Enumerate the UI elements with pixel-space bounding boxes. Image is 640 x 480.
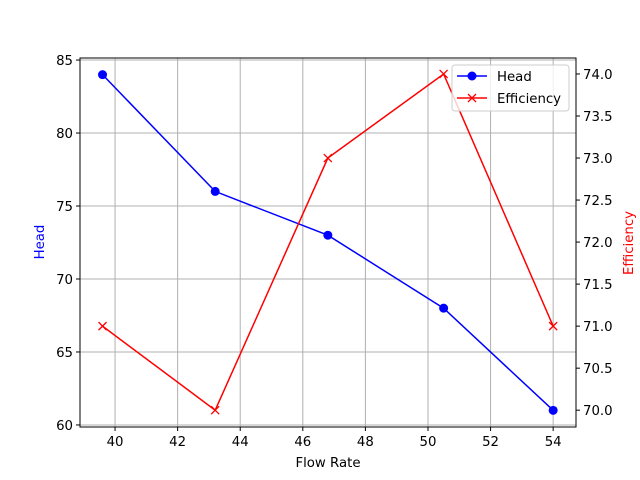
x-tick-label: 50 [420, 435, 437, 450]
x-axis-ticks: 40 42 44 46 48 50 52 54 [107, 427, 562, 450]
series-layer [98, 69, 558, 415]
x-tick-label: 52 [482, 435, 499, 450]
head-point-marker [98, 70, 108, 80]
legend: Head Efficiency [451, 64, 570, 112]
x-tick-label: 40 [107, 435, 124, 450]
right-y-tick-label: 70.0 [583, 404, 613, 419]
head-line [101, 74, 554, 411]
right-y-tick-label: 72.0 [583, 236, 613, 251]
right-y-tick-label: 70.5 [583, 362, 613, 377]
efficiency-point-marker [210, 405, 220, 415]
right-y-axis-label: Efficiency [622, 211, 637, 275]
right-y-tick-label: 72.5 [583, 194, 613, 209]
x-tick-label: 44 [232, 435, 249, 450]
x-tick-label: 48 [357, 435, 374, 450]
grid-lines [80, 58, 576, 427]
y-tick-label: 80 [56, 127, 73, 142]
right-y-axis-ticks: 70.0 70.5 71.0 71.5 72.0 72.5 73.0 73.5 74.0 [576, 68, 613, 419]
y-tick-label: 60 [56, 419, 73, 434]
efficiency-point-marker [323, 153, 333, 163]
legend-head-label: Head [497, 70, 532, 85]
legend-head-marker-icon [467, 71, 477, 81]
x-tick-label: 54 [545, 435, 562, 450]
right-y-tick-label: 73.0 [583, 152, 613, 167]
right-y-tick-label: 74.0 [583, 68, 613, 83]
head-point-marker [323, 230, 333, 240]
legend-efficiency-marker-icon [467, 93, 477, 103]
efficiency-point-marker [548, 321, 558, 331]
right-y-tick-label: 71.5 [583, 278, 613, 293]
efficiency-point-marker [439, 69, 449, 79]
x-tick-label: 46 [294, 435, 311, 450]
x-axis-label: Flow Rate [295, 456, 360, 471]
head-point-marker [439, 303, 449, 313]
head-point-marker [548, 405, 558, 415]
plot-frame [79, 57, 577, 428]
x-tick-label: 42 [169, 435, 186, 450]
y-tick-label: 70 [56, 273, 73, 288]
legend-efficiency-label: Efficiency [497, 92, 561, 107]
efficiency-point-marker [98, 321, 107, 331]
y-tick-label: 85 [56, 54, 73, 69]
efficiency-line [102, 72, 554, 412]
y-tick-label: 75 [56, 200, 73, 215]
right-y-tick-label: 71.0 [583, 320, 613, 335]
y-tick-label: 65 [56, 346, 73, 361]
left-y-axis-ticks: 60 65 70 75 80 85 [56, 54, 80, 434]
left-y-axis-label: Head [33, 225, 48, 260]
head-point-marker [210, 186, 220, 196]
right-y-tick-label: 73.5 [583, 110, 613, 125]
